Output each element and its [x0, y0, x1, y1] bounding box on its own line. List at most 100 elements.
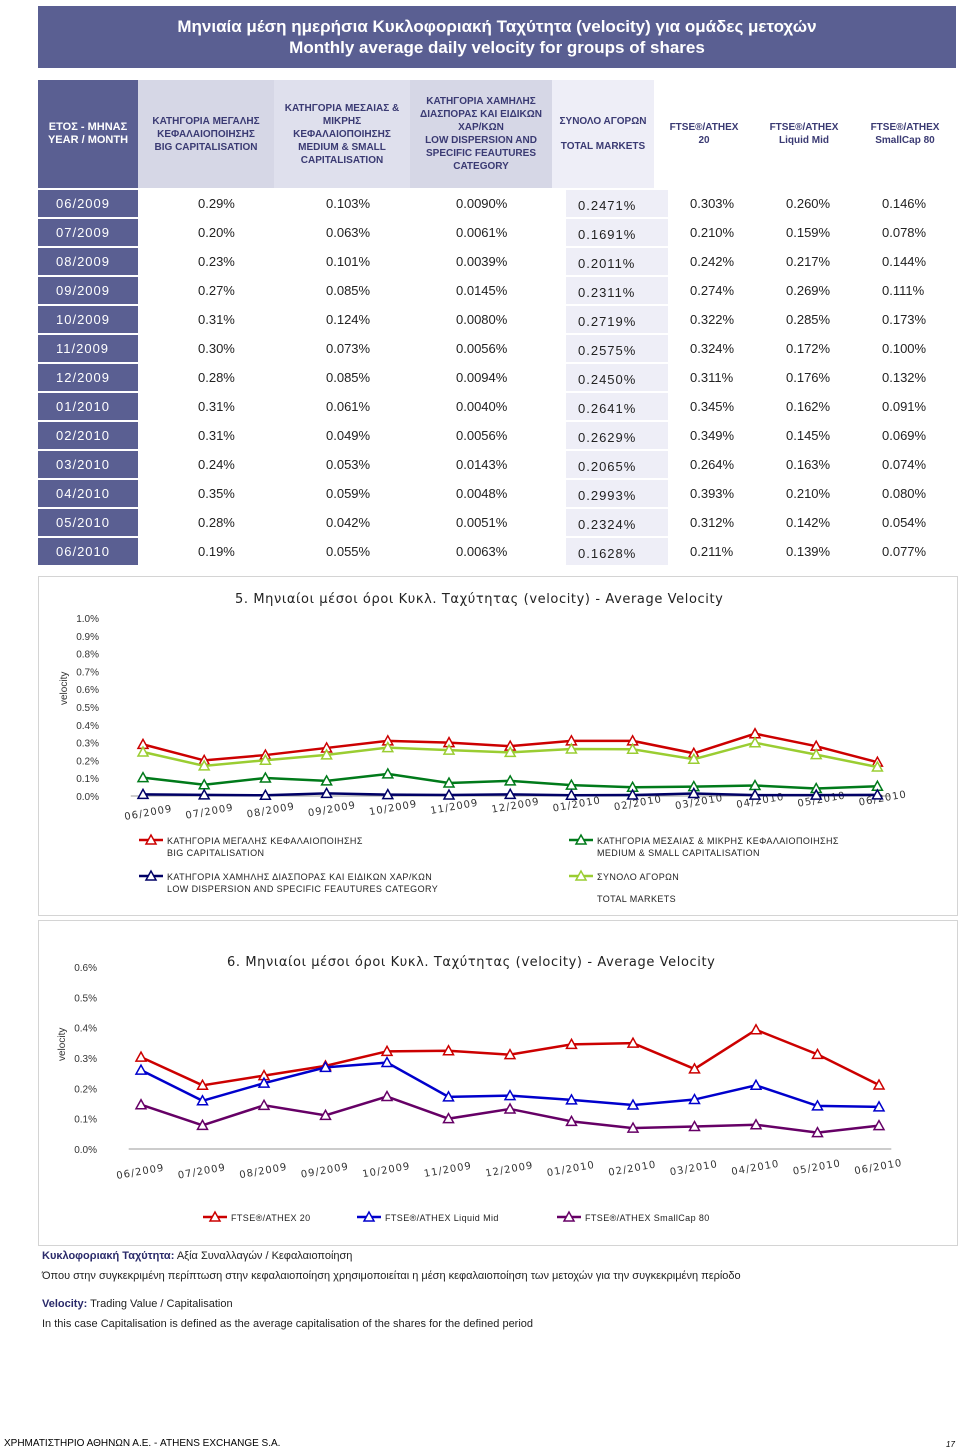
table-row: 07/2009 0.20% 0.063% 0.0061% 0.1691% 0.210% 0.…: [38, 219, 956, 248]
footer-company: ΧΡΗΜΑΤΙΣΤΗΡΙΟ ΑΘΗΝΩΝ Α.Ε. - ATHENS EXCHA…: [4, 1438, 281, 1449]
data-point: [688, 1062, 701, 1074]
legend-label-en: MEDIUM & SMALL CAPITALISATION: [597, 848, 760, 858]
table-row: 01/2010 0.31% 0.061% 0.0040% 0.2641% 0.345% 0.…: [38, 393, 956, 422]
legend-marker: [144, 833, 158, 845]
row-month: 05/2010: [38, 509, 138, 536]
row-month: 02/2010: [38, 422, 138, 449]
data-point: [809, 788, 823, 800]
y-tick-label: 0.0%: [74, 1145, 97, 1156]
cell-medium: 0.059%: [326, 486, 371, 501]
cell-ftse20: 0.311%: [690, 370, 734, 385]
cell-low: 0.0143%: [456, 457, 508, 472]
y-tick-label: 0.0%: [76, 792, 99, 803]
data-point: [626, 788, 639, 800]
cell-ftse20: 0.274%: [690, 283, 735, 298]
total-markets-column-bg: [566, 306, 668, 333]
cell-mid: 0.162%: [786, 399, 831, 414]
total-markets-column-bg: [566, 480, 668, 507]
data-point: [687, 752, 701, 764]
legend-label: FTSE®/ATHEX 20: [231, 1213, 311, 1223]
legend-marker: [562, 1210, 576, 1222]
x-tick-label: 06/2010: [854, 1158, 904, 1177]
x-tick-label: 11/2009: [430, 798, 480, 817]
data-point: [871, 760, 884, 772]
x-tick-label: 12/2009: [485, 1160, 535, 1179]
cell-mid: 0.159%: [786, 225, 831, 240]
y-tick-label: 0.9%: [76, 632, 99, 643]
data-point: [687, 786, 701, 799]
cell-big: 0.28%: [198, 370, 235, 385]
x-tick-label: 06/2009: [124, 804, 174, 823]
y-tick-label: 0.2%: [76, 756, 99, 767]
cell-ftse20: 0.345%: [690, 399, 735, 414]
total-markets-column-bg: [566, 451, 668, 478]
cell-medium: 0.103%: [326, 196, 371, 211]
series-line: [140, 1095, 880, 1134]
y-tick-label: 0.6%: [74, 963, 97, 974]
note-velocity-english: Velocity: Trading Value / Capitalisation: [42, 1298, 233, 1310]
data-point: [503, 745, 517, 758]
chart-6-box: 6. Μηνιαίοι μέσοι όροι Κυκλ. Ταχύτητας (…: [38, 920, 958, 1246]
cell-ftse20: 0.303%: [690, 196, 735, 211]
cell-mid: 0.260%: [786, 196, 831, 211]
x-tick-label: 02/2010: [608, 1159, 658, 1178]
cell-mid: 0.145%: [786, 428, 831, 443]
cell-low: 0.0039%: [456, 254, 508, 269]
total-markets-column-bg: [566, 248, 668, 275]
row-month: 09/2009: [38, 277, 138, 304]
cell-low: 0.0080%: [456, 312, 508, 327]
y-tick-label: 0.4%: [76, 721, 99, 732]
header-year-month: ΕΤΟΣ - ΜΗΝΑΣ YEAR / MONTH: [38, 80, 138, 188]
data-point: [134, 1050, 148, 1062]
data-point: [749, 1118, 763, 1130]
data-point: [442, 743, 456, 755]
table-row: 04/2010 0.35% 0.059% 0.0048% 0.2993% 0.393% 0.…: [38, 480, 956, 509]
data-point: [749, 1078, 763, 1091]
cell-low: 0.0094%: [456, 370, 508, 385]
legend-marker: [362, 1210, 376, 1222]
cell-ftse20: 0.322%: [690, 312, 735, 327]
data-point: [320, 748, 333, 760]
cell-ftse20: 0.242%: [690, 254, 735, 269]
data-point: [380, 1044, 394, 1057]
total-markets-column-bg: [566, 335, 668, 362]
data-point: [811, 1126, 824, 1138]
header-ftse-mid: FTSE®/ATHEX Liquid Mid: [754, 80, 854, 188]
data-point: [259, 788, 272, 801]
legend-label: FTSE®/ATHEX SmallCap 80: [585, 1213, 710, 1223]
cell-small: 0.078%: [882, 225, 927, 240]
cell-low: 0.0040%: [456, 399, 508, 414]
cell-medium: 0.085%: [326, 283, 371, 298]
cell-medium: 0.101%: [326, 254, 371, 269]
data-point: [688, 1120, 701, 1132]
chart-6-average-velocity: 6. Μηνιαίοι μέσοι όροι Κυκλ. Ταχύτητας (…: [57, 955, 904, 1223]
header-ftse20: FTSE®/ATHEX 20: [654, 80, 754, 188]
total-markets-column-bg: [566, 422, 668, 449]
x-tick-label: 05/2010: [797, 790, 847, 809]
cell-ftse20: 0.324%: [690, 341, 735, 356]
cell-medium: 0.085%: [326, 370, 371, 385]
cell-big: 0.20%: [198, 225, 235, 240]
data-point: [257, 1098, 271, 1111]
cell-small: 0.146%: [882, 196, 927, 211]
table-row: 12/2009 0.28% 0.085% 0.0094% 0.2450% 0.311% 0.…: [38, 364, 956, 393]
row-month: 06/2010: [38, 538, 138, 565]
cell-mid: 0.176%: [786, 370, 831, 385]
total-markets-column-bg: [566, 190, 668, 217]
data-point: [197, 759, 211, 771]
data-point: [319, 1060, 332, 1073]
data-point: [442, 788, 456, 800]
data-point: [381, 767, 395, 779]
cell-ftse20: 0.210%: [690, 225, 735, 240]
data-point: [748, 736, 762, 748]
page-number: 17: [946, 1440, 955, 1449]
cell-ftse20: 0.349%: [690, 428, 735, 443]
y-tick-label: 0.8%: [76, 650, 99, 661]
x-tick-label: 07/2009: [177, 1162, 227, 1181]
y-tick-label: 0.5%: [76, 703, 99, 714]
cell-big: 0.31%: [198, 312, 235, 327]
data-point: [319, 1108, 332, 1121]
table-row: 03/2010 0.24% 0.053% 0.0143% 0.2065% 0.264% 0.…: [38, 451, 956, 480]
data-point: [872, 1100, 886, 1112]
cell-mid: 0.285%: [786, 312, 831, 327]
